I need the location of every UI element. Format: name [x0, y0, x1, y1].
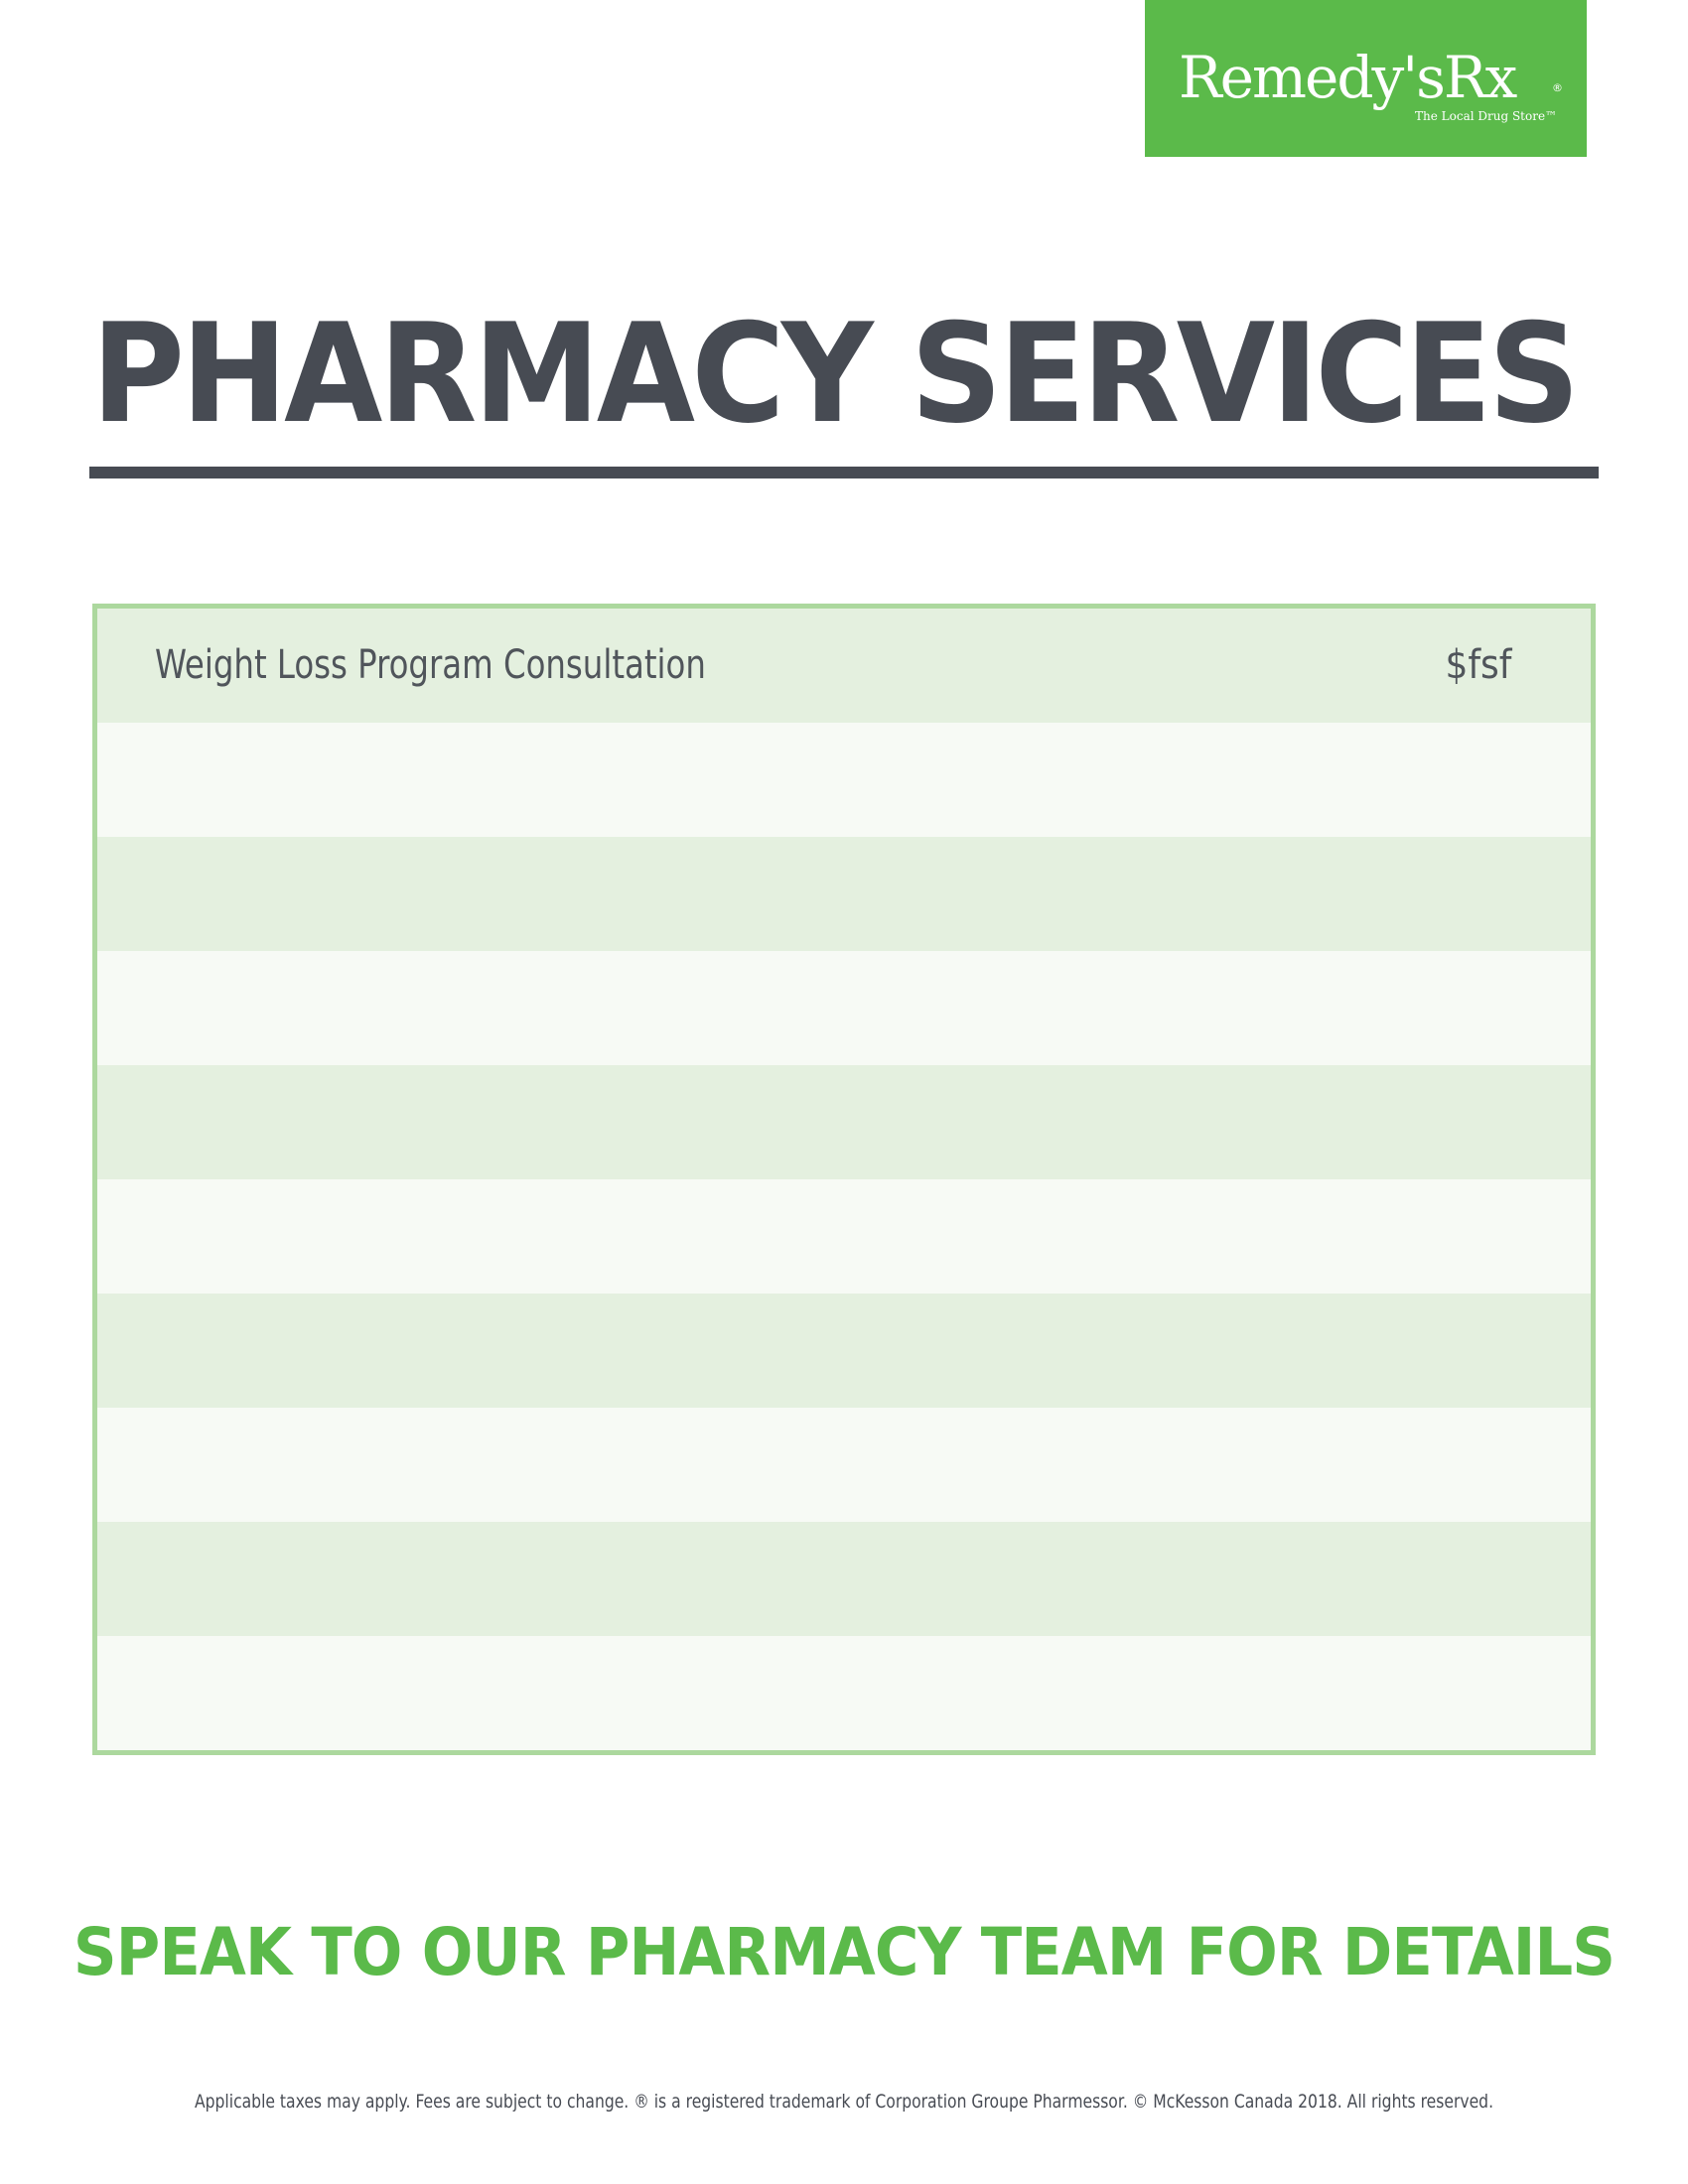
call-to-action: SPEAK TO OUR PHARMACY TEAM FOR DETAILS: [72, 1914, 1616, 1990]
service-row: Weight Loss Program Consultation $fsf: [97, 609, 1591, 723]
service-row: [97, 1179, 1591, 1294]
services-table: Weight Loss Program Consultation $fsf: [92, 604, 1596, 1755]
service-row: [97, 1636, 1591, 1750]
brand-logo: Remedy'sRx ® The Local Drug Store™: [1145, 0, 1587, 157]
service-row: [97, 1522, 1591, 1636]
service-row: [97, 723, 1591, 837]
registered-mark: ®: [1552, 81, 1563, 94]
service-row: [97, 1065, 1591, 1179]
service-name: Weight Loss Program Consultation: [155, 642, 706, 688]
title-divider: [89, 467, 1599, 478]
brand-tagline: The Local Drug Store™: [1415, 109, 1558, 123]
service-row: [97, 1408, 1591, 1522]
brand-name: Remedy'sRx: [1179, 44, 1517, 111]
service-price: $fsf: [1444, 642, 1511, 688]
disclaimer: Applicable taxes may apply. Fees are sub…: [194, 2091, 1494, 2113]
page-title: PHARMACY SERVICES: [91, 294, 1580, 454]
service-row: [97, 951, 1591, 1065]
service-row: [97, 837, 1591, 951]
service-row: [97, 1294, 1591, 1408]
